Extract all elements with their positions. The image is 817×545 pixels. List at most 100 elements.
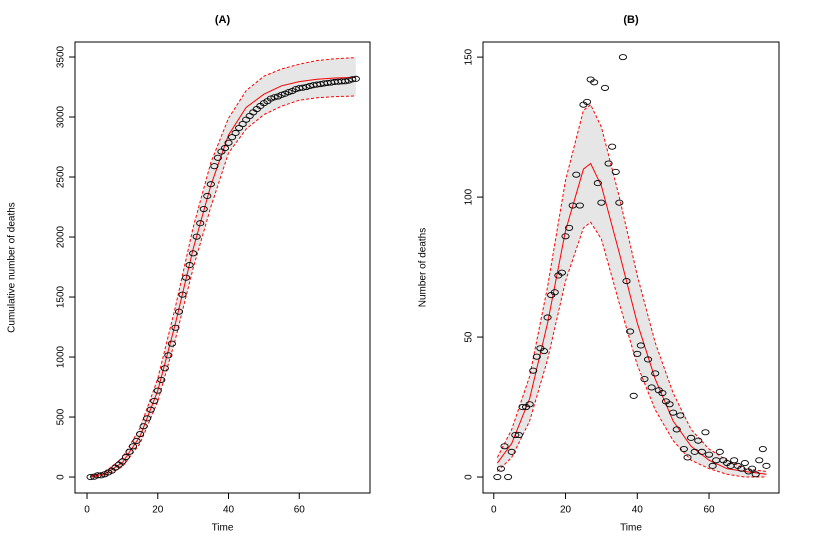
data-point bbox=[496, 465, 505, 472]
x-tick-label: 60 bbox=[703, 505, 715, 516]
data-point bbox=[220, 145, 230, 152]
data-point bbox=[189, 250, 198, 257]
data-point bbox=[196, 220, 205, 227]
y-tick-label: 3500 bbox=[56, 45, 67, 68]
x-tick-label: 20 bbox=[152, 505, 164, 516]
data-point bbox=[167, 340, 176, 347]
data-point bbox=[604, 160, 613, 167]
data-point bbox=[687, 434, 696, 441]
data-point bbox=[518, 404, 527, 411]
data-point bbox=[572, 171, 581, 178]
data-point bbox=[150, 397, 159, 405]
data-point bbox=[658, 390, 667, 397]
data-point bbox=[751, 471, 760, 478]
data-point bbox=[160, 365, 169, 372]
data-point bbox=[676, 412, 685, 419]
x-tick-label: 40 bbox=[223, 505, 235, 516]
data-point bbox=[139, 423, 148, 430]
y-axis-label: Number of deaths bbox=[418, 228, 429, 308]
y-tick-label: 2000 bbox=[56, 225, 67, 248]
data-point bbox=[504, 473, 513, 481]
data-point bbox=[213, 154, 222, 161]
data-point bbox=[643, 356, 653, 363]
y-tick-label: 0 bbox=[464, 474, 475, 480]
data-point bbox=[543, 314, 552, 321]
y-tick-label: 2500 bbox=[56, 165, 67, 188]
data-point bbox=[125, 448, 134, 455]
confidence-bound bbox=[497, 221, 767, 478]
confidence-bound bbox=[90, 95, 356, 478]
y-tick-label: 0 bbox=[56, 474, 67, 480]
data-point bbox=[708, 462, 717, 469]
data-point bbox=[740, 459, 749, 467]
data-point bbox=[575, 202, 584, 209]
data-point bbox=[118, 458, 127, 465]
data-point bbox=[626, 328, 635, 335]
data-point bbox=[636, 342, 645, 349]
data-point bbox=[341, 78, 350, 85]
data-point bbox=[231, 129, 240, 137]
data-point bbox=[143, 415, 152, 422]
data-point bbox=[633, 350, 642, 357]
data-point bbox=[582, 98, 592, 105]
data-point bbox=[132, 437, 141, 444]
data-point bbox=[701, 429, 710, 436]
data-point bbox=[532, 353, 541, 360]
plot-frame bbox=[482, 41, 780, 494]
data-point bbox=[529, 367, 538, 374]
data-point bbox=[128, 443, 138, 450]
y-tick-label: 150 bbox=[464, 48, 475, 65]
data-point bbox=[185, 262, 194, 269]
y-tick-label: 1000 bbox=[56, 345, 67, 368]
data-point bbox=[550, 289, 559, 296]
data-point bbox=[697, 448, 706, 455]
data-point bbox=[565, 224, 574, 231]
data-point bbox=[593, 180, 602, 187]
panel-title: (B) bbox=[623, 14, 639, 26]
y-tick-label: 1500 bbox=[56, 285, 67, 308]
data-point bbox=[748, 465, 757, 472]
data-point bbox=[224, 139, 233, 146]
x-tick-label: 20 bbox=[560, 505, 572, 516]
confidence-bound bbox=[496, 103, 767, 472]
x-tick-label: 0 bbox=[491, 505, 497, 516]
data-point bbox=[647, 384, 656, 391]
confidence-band bbox=[90, 57, 356, 478]
y-tick-label: 3000 bbox=[56, 105, 67, 128]
data-point bbox=[618, 54, 627, 61]
data-point bbox=[762, 462, 771, 469]
data-point bbox=[561, 233, 570, 240]
data-point bbox=[669, 409, 678, 416]
y-tick-label: 500 bbox=[56, 408, 67, 425]
data-point bbox=[755, 457, 764, 464]
x-axis-label: Time bbox=[212, 523, 234, 534]
panel-title: (A) bbox=[215, 14, 231, 26]
data-point bbox=[192, 233, 201, 240]
data-point bbox=[178, 291, 187, 298]
data-point bbox=[758, 445, 767, 453]
x-tick-label: 40 bbox=[632, 505, 644, 516]
data-point bbox=[199, 206, 208, 213]
data-point bbox=[629, 392, 638, 399]
data-point bbox=[514, 432, 523, 439]
y-axis-label: Cumulative number of deaths bbox=[7, 202, 18, 333]
data-point bbox=[507, 448, 516, 455]
data-point bbox=[557, 269, 566, 276]
data-point bbox=[351, 75, 360, 82]
data-point bbox=[597, 199, 606, 206]
data-point bbox=[611, 168, 620, 175]
data-point bbox=[511, 432, 520, 439]
data-point bbox=[203, 192, 212, 200]
data-point bbox=[590, 79, 599, 86]
data-point bbox=[525, 401, 534, 408]
data-point bbox=[182, 274, 191, 281]
data-point bbox=[136, 431, 145, 438]
data-point bbox=[651, 370, 660, 377]
confidence-band bbox=[497, 104, 767, 478]
data-point bbox=[348, 76, 357, 83]
data-point bbox=[206, 181, 215, 188]
data-point bbox=[164, 352, 173, 359]
data-point bbox=[730, 457, 739, 464]
data-point bbox=[539, 348, 549, 355]
data-point bbox=[600, 84, 610, 91]
